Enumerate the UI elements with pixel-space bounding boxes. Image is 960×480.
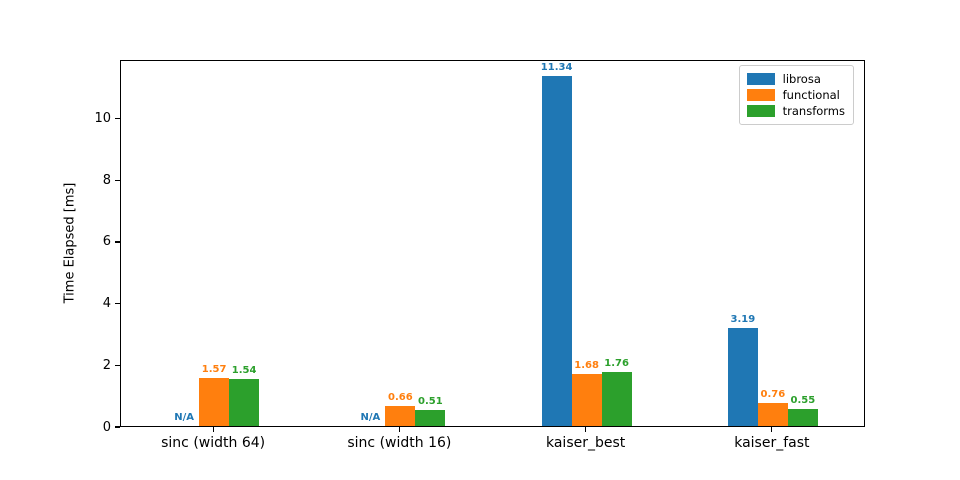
x-tick-mark — [585, 427, 587, 432]
bar-transforms-sinc-width-16- — [415, 410, 446, 426]
y-tick-mark — [115, 426, 120, 428]
bar-transforms-sinc-width-64- — [229, 378, 260, 426]
bar-librosa-kaiser-fast — [727, 327, 758, 426]
y-tick-label: 0 — [102, 419, 111, 435]
y-tick-label: 8 — [102, 172, 111, 188]
y-tick-label: 2 — [102, 357, 111, 373]
bar-value-label: 1.54 — [231, 364, 257, 376]
y-tick-mark — [115, 364, 120, 366]
y-tick-mark — [115, 241, 120, 243]
bar-value-label: N/A — [174, 412, 194, 423]
y-tick-mark — [115, 179, 120, 181]
bar-value-label: 0.51 — [418, 396, 443, 408]
legend-label: librosa — [782, 72, 821, 86]
bar-value-label: 1.68 — [574, 360, 599, 372]
plot-area: N/A 1.57 1.54 N/A 0.66 0.51 11.34 1.68 1.76 3.19 0… — [120, 60, 865, 427]
legend-item-librosa: librosa — [746, 71, 845, 87]
bar-functional-kaiser-fast — [757, 402, 788, 426]
bar-value-label: N/A — [360, 412, 381, 423]
bar-functional-sinc-width-64- — [199, 377, 230, 426]
x-tick-mark — [771, 427, 773, 432]
bar-transforms-kaiser-fast — [787, 409, 818, 426]
bar-value-label: 1.57 — [201, 363, 227, 375]
y-axis-label: Time Elapsed [ms] — [62, 182, 78, 304]
y-tick-mark — [115, 303, 120, 305]
legend-item-functional: functional — [746, 87, 845, 103]
x-tick-label: kaiser_best — [545, 435, 626, 451]
x-tick-mark — [398, 427, 400, 432]
legend: librosa functional transforms — [738, 65, 854, 125]
legend-swatch-icon — [746, 89, 775, 101]
y-tick-mark — [115, 117, 120, 120]
legend-label: transforms — [782, 104, 845, 118]
x-tick-label: kaiser_fast — [734, 435, 810, 451]
x-tick-label: sinc (width 64) — [161, 435, 266, 451]
bar-librosa-kaiser-best — [541, 76, 572, 426]
bar-value-label: 1.76 — [604, 357, 629, 369]
bar-transforms-kaiser-best — [601, 371, 632, 426]
x-tick-label: sinc (width 16) — [347, 435, 452, 451]
bar-value-label: 11.34 — [540, 62, 573, 74]
bar-value-label: 0.76 — [760, 388, 786, 400]
x-tick-mark — [212, 427, 214, 432]
bar-value-label: 0.66 — [388, 391, 413, 403]
legend-label: functional — [782, 88, 840, 102]
bar-functional-sinc-width-16- — [385, 405, 416, 426]
bar-functional-kaiser-best — [571, 374, 602, 426]
legend-swatch-icon — [746, 105, 775, 117]
bar-value-label: 3.19 — [730, 313, 756, 325]
legend-item-transforms: transforms — [746, 103, 845, 119]
legend-swatch-icon — [746, 73, 775, 85]
y-tick-label: 6 — [102, 234, 111, 250]
bar-value-label: 0.55 — [790, 395, 816, 407]
y-tick-label: 10 — [94, 111, 111, 127]
y-tick-label: 4 — [102, 296, 111, 312]
